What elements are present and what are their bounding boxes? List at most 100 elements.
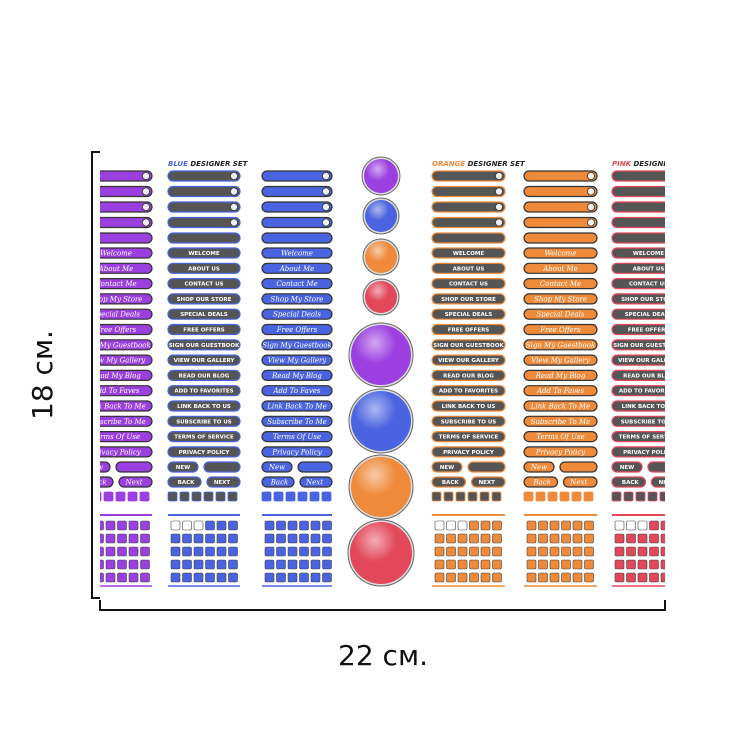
small-icon (80, 492, 89, 501)
label-button (167, 385, 241, 397)
grid-icon (182, 572, 192, 583)
button-label: VIEW OUR GALLERY (174, 358, 236, 364)
button-label: TERMS OF SERVICE (174, 435, 234, 441)
grid-icon (526, 546, 537, 557)
set-title: PINK DESIGNER (612, 160, 673, 168)
grid-icon (128, 546, 139, 557)
button-label: ADD TO FAVORITES (619, 389, 678, 395)
small-icon (455, 491, 466, 502)
grid-icon (299, 533, 309, 544)
button-label: Welcome (545, 250, 577, 258)
button-label: Welcome (100, 250, 132, 258)
grid-icon (584, 533, 594, 544)
small-icon (431, 491, 442, 502)
grid-icon (264, 559, 275, 570)
grid-icon (170, 572, 181, 583)
grid-icon (83, 534, 92, 543)
slider-bar (100, 185, 153, 198)
slider-bar (261, 185, 333, 198)
button-label: Next (305, 479, 323, 487)
small-icon (611, 491, 622, 502)
label-button (431, 431, 506, 443)
round-button-gloss (351, 325, 411, 385)
slider-knob (229, 202, 238, 211)
slider-bar (167, 216, 241, 229)
back-button (261, 476, 295, 488)
label-button (167, 339, 241, 351)
grid-icon (526, 572, 537, 583)
grid-icon (637, 572, 648, 583)
label-button (167, 369, 241, 381)
button-label: NEXT (214, 480, 231, 486)
slider-bar (611, 216, 665, 229)
grid-icon (614, 572, 625, 583)
button-label: BACK (622, 480, 639, 486)
round-button-gloss (351, 457, 411, 517)
button-label: Shop My Store (271, 295, 324, 303)
grid-icon (100, 533, 104, 544)
set-title: BLUE DESIGNER SET (168, 160, 249, 168)
slider-bar (611, 185, 665, 198)
grid-icon (492, 559, 502, 570)
label-button (611, 323, 665, 336)
label-button (523, 278, 598, 290)
grid-icon (182, 520, 192, 531)
label-button (261, 400, 333, 412)
label-button (431, 446, 506, 458)
label-button (167, 415, 241, 427)
next-button (562, 476, 598, 488)
button-label: SHOP OUR STORE (621, 297, 676, 303)
label-button (523, 415, 598, 427)
label-button (261, 385, 333, 397)
small-icon (479, 491, 490, 502)
grid-icon (549, 533, 560, 544)
label-button (100, 247, 153, 259)
grid-icon (205, 520, 215, 531)
button-label: CONTACT US (449, 282, 488, 288)
slider-knob (675, 172, 682, 179)
grid-icon (457, 559, 468, 570)
button-label: Add To Faves (91, 387, 139, 395)
label-button (261, 262, 333, 274)
grid-icon (492, 533, 502, 544)
grid-icon (673, 573, 682, 582)
grid-icon (457, 546, 468, 557)
slider-bar (611, 201, 665, 213)
label-button (261, 323, 333, 336)
round-button-gloss (364, 159, 398, 193)
grid-icon (457, 533, 468, 544)
label-button (611, 308, 665, 320)
grid-icon (572, 546, 583, 557)
slider-bar (431, 170, 506, 182)
grid-icon (117, 520, 127, 531)
slider-knob (494, 187, 503, 196)
button-label: Terms Of Use (536, 433, 584, 441)
grid-icon (83, 547, 92, 556)
new-button (431, 461, 463, 473)
small-icon (321, 491, 332, 502)
sheet-content: Welcome About Me Contact Me Shop My Store Sp… (80, 156, 682, 587)
label-button (611, 415, 665, 427)
grid-icon (299, 559, 309, 570)
set-suffix: DESIGNER (633, 160, 673, 168)
grid-icon (526, 520, 537, 531)
button-label: SUBSCRIBE TO US (441, 419, 497, 425)
label-button (167, 278, 241, 290)
grid-icon (310, 533, 321, 544)
small-icon (547, 491, 558, 502)
grid-icon (538, 572, 548, 583)
grid-icon (469, 520, 479, 531)
grid-icon (140, 533, 150, 544)
label-button (611, 293, 665, 305)
label-button (100, 446, 153, 458)
grid-icon (287, 559, 298, 570)
grid-icon (584, 559, 594, 570)
grid-icon (626, 520, 636, 531)
grid-icon (649, 520, 659, 531)
label-button (431, 400, 506, 412)
label-button (611, 278, 665, 290)
grid-icon (561, 520, 571, 531)
grid-icon (614, 559, 625, 570)
grid-icon (526, 533, 537, 544)
